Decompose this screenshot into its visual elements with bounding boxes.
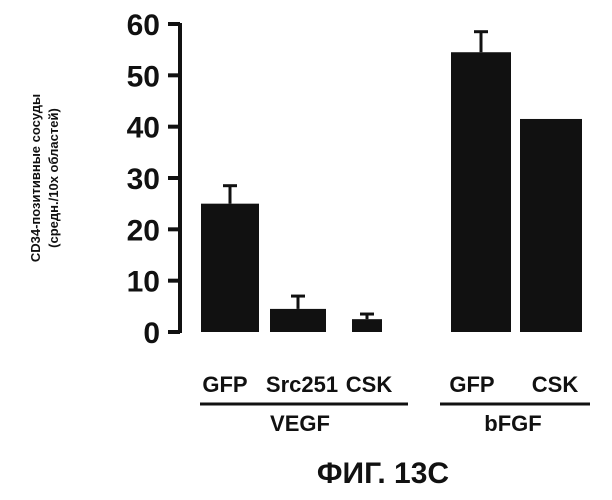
category-label: Src251: [266, 372, 338, 397]
y-tick-label: 50: [127, 60, 160, 93]
y-tick-label: 40: [127, 112, 160, 145]
bar: [201, 204, 259, 332]
y-tick-label: 30: [127, 163, 160, 196]
y-axis: 0 10 20 30 40 50 60: [127, 9, 180, 350]
figure-caption: ФИГ. 13С: [317, 457, 449, 490]
group-labels: VEGF bFGF: [200, 404, 590, 436]
y-tick-label: 10: [127, 266, 160, 299]
bar: [352, 319, 382, 332]
y-tick-label: 20: [127, 214, 160, 247]
group-label: bFGF: [484, 411, 541, 436]
bar: [520, 119, 582, 332]
y-axis-label-line-1: CD34-позитивные сосуды: [28, 94, 43, 262]
category-label: CSK: [346, 372, 393, 397]
category-labels: GFP Src251 CSK GFP CSK: [202, 372, 578, 397]
bar: [270, 309, 326, 332]
error-bars: [223, 32, 488, 319]
category-label: CSK: [532, 372, 579, 397]
bar: [451, 52, 511, 332]
category-label: GFP: [449, 372, 494, 397]
group-label: VEGF: [270, 411, 330, 436]
bars: [201, 52, 582, 332]
y-tick-label: 0: [143, 317, 160, 350]
y-axis-label-line-2: (средн./10х областей): [46, 108, 61, 248]
y-tick-label: 60: [127, 9, 160, 42]
category-label: GFP: [202, 372, 247, 397]
